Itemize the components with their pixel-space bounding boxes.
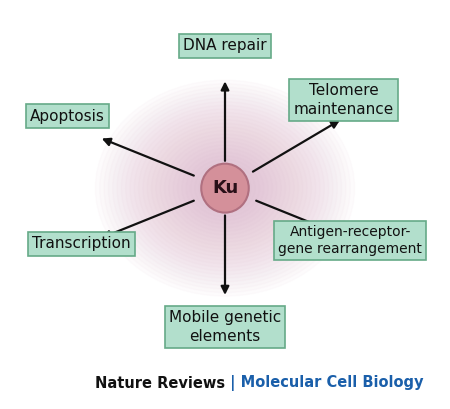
Text: Nature Reviews: Nature Reviews — [95, 375, 225, 391]
Ellipse shape — [201, 164, 249, 213]
Text: DNA repair: DNA repair — [183, 38, 267, 54]
Text: Mobile genetic
elements: Mobile genetic elements — [169, 310, 281, 344]
Text: Antigen-receptor-
gene rearrangement: Antigen-receptor- gene rearrangement — [279, 225, 422, 256]
Text: Transcription: Transcription — [32, 236, 131, 252]
Text: Apoptosis: Apoptosis — [30, 109, 105, 124]
Text: | Molecular Cell Biology: | Molecular Cell Biology — [225, 375, 423, 391]
Text: Telomere
maintenance: Telomere maintenance — [294, 83, 394, 117]
Text: Ku: Ku — [212, 179, 238, 197]
